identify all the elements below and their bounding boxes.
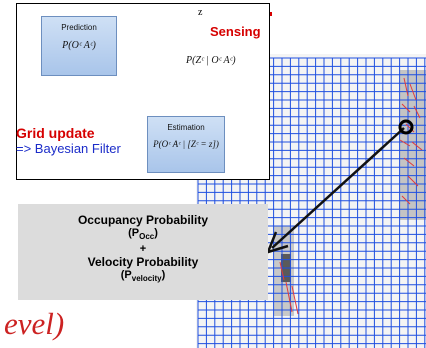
prediction-title: Prediction: [61, 23, 97, 32]
occupied-region-top: [400, 70, 426, 220]
occ-symbol-open: (P: [128, 227, 140, 239]
plus-sign: +: [139, 243, 147, 256]
pointer-arrow-icon: [265, 127, 405, 254]
estimation-formula: P(Oᶜ Aᶜ | [Zᶜ = z]): [153, 139, 219, 149]
sensor-model-formula: P(Zᶜ | Oᶜ Aᶜ): [186, 55, 236, 66]
grid-update-label: Grid update: [16, 125, 95, 141]
prediction-box: Prediction P(Oᶜ Aᶜ): [41, 16, 117, 76]
footer-fragment: evel): [4, 306, 65, 341]
estimation-box: Estimation P(Oᶜ Aᶜ | [Zᶜ = z]): [147, 116, 225, 173]
occ-subscript: Occ: [139, 232, 155, 242]
occupancy-title: Occupancy Probability: [77, 213, 209, 227]
sensing-label: Sensing: [210, 24, 261, 39]
bayesian-filter-inset: Prediction P(Oᶜ Aᶜ) Estimation P(Oᶜ Aᶜ |…: [16, 3, 270, 180]
vel-symbol-open: (P: [120, 269, 132, 282]
velocity-symbol: (Pvelocity): [18, 269, 268, 285]
vel-subscript: velocity: [131, 274, 162, 284]
prediction-formula: P(Oᶜ Aᶜ): [62, 40, 96, 51]
occ-symbol-close: ): [154, 227, 158, 239]
bayesian-filter-label: => Bayesian Filter: [16, 141, 121, 156]
probability-box: Occupancy Probability (POcc) + Velocity …: [18, 204, 268, 300]
occupancy-symbol: (POcc): [18, 227, 268, 243]
z-label: z: [198, 7, 203, 18]
velocity-title: Velocity Probability: [87, 255, 199, 270]
vel-symbol-close: ): [161, 269, 166, 282]
estimation-title: Estimation: [167, 123, 205, 132]
target-circle-icon: [398, 119, 414, 135]
velocity-ticks: [279, 77, 423, 315]
